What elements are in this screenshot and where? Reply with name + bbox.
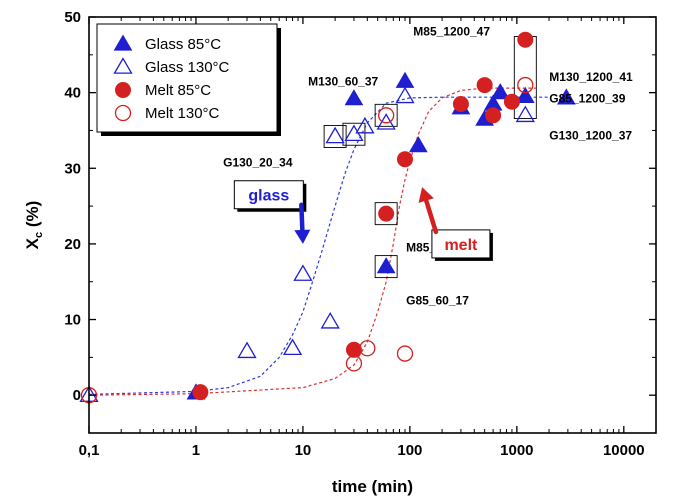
data-point bbox=[503, 93, 520, 110]
callout-arrow-shaft bbox=[423, 198, 439, 235]
point-annotation: G85_1200_39 bbox=[549, 91, 625, 105]
legend-marker bbox=[113, 34, 133, 51]
callout-arrow-shaft bbox=[299, 202, 305, 233]
data-point bbox=[376, 257, 396, 274]
callout-arrow-head bbox=[294, 229, 311, 244]
data-point bbox=[490, 83, 510, 100]
legend-label: Glass 85°C bbox=[145, 36, 221, 53]
y-tick-label: 30 bbox=[64, 160, 81, 177]
callouts: glass melt bbox=[233, 180, 493, 261]
callout-arrow-head bbox=[418, 187, 434, 203]
point-annotation: G85_60_17 bbox=[406, 294, 469, 308]
y-tick-label: 50 bbox=[64, 9, 81, 26]
data-point bbox=[556, 88, 576, 105]
point-annotation: M130_60_37 bbox=[308, 74, 378, 88]
x-tick-label: 1 bbox=[192, 442, 200, 459]
axis-ticks: 0,1 1 10 100 1000 10000 0 10 20 30 40 50 bbox=[64, 9, 656, 459]
data-point bbox=[237, 341, 257, 359]
callout-box bbox=[431, 229, 491, 259]
legend: Glass 85°C Glass 130°C Melt 85°C Melt 130°C bbox=[96, 23, 281, 136]
point-annotation: M85_1200_47 bbox=[413, 25, 490, 39]
y-tick-label: 40 bbox=[64, 85, 81, 102]
plot-frame bbox=[88, 16, 657, 434]
data-point bbox=[345, 355, 363, 372]
data-point bbox=[378, 205, 395, 222]
data-points bbox=[79, 31, 576, 404]
legend-label: Melt 130°C bbox=[145, 105, 220, 122]
y-axis-title-main: X bbox=[23, 237, 42, 249]
callout-box bbox=[233, 180, 304, 210]
point-annotation: G130_1200_37 bbox=[549, 128, 632, 142]
point-annotation: G130_20_34 bbox=[223, 156, 293, 170]
x-tick-label: 100 bbox=[397, 442, 422, 459]
data-point bbox=[485, 107, 502, 124]
legend-label: Melt 85°C bbox=[145, 82, 211, 99]
data-point bbox=[293, 264, 313, 281]
x-tick-label: 1000 bbox=[500, 442, 533, 459]
point-box bbox=[323, 125, 347, 148]
point-annotations: M85_1200_47 M130_1200_41 G85_1200_39 G130_1… bbox=[223, 25, 633, 308]
point-box bbox=[374, 202, 398, 226]
y-tick-label: 0 bbox=[73, 387, 81, 404]
data-point bbox=[395, 71, 415, 88]
data-point bbox=[320, 312, 340, 329]
data-point bbox=[515, 105, 535, 123]
data-point bbox=[359, 340, 376, 357]
point-annotation: M130_1200_41 bbox=[549, 70, 633, 84]
y-tick-label: 20 bbox=[64, 236, 81, 253]
legend-marker bbox=[115, 82, 131, 98]
callout-label: melt bbox=[444, 237, 478, 254]
data-point bbox=[325, 126, 345, 144]
x-tick-label: 0,1 bbox=[79, 442, 100, 459]
y-axis-title-unit: (%) bbox=[23, 201, 42, 232]
data-point bbox=[282, 338, 303, 356]
data-point bbox=[515, 86, 535, 104]
x-tick-label: 10 bbox=[295, 442, 312, 459]
data-point bbox=[408, 136, 428, 153]
data-point bbox=[378, 107, 395, 124]
data-point bbox=[476, 77, 493, 94]
data-point bbox=[396, 151, 413, 168]
y-axis-title-subscript: c bbox=[33, 232, 45, 238]
data-point bbox=[452, 95, 469, 112]
callout-label: glass bbox=[248, 188, 289, 205]
data-point bbox=[517, 31, 534, 48]
legend-marker bbox=[114, 104, 132, 122]
point-box bbox=[342, 122, 366, 146]
point-box bbox=[374, 255, 398, 279]
data-point bbox=[192, 384, 209, 401]
y-axis-title: Xc (%) bbox=[23, 201, 45, 250]
legend-label: Glass 130°C bbox=[145, 59, 230, 76]
legend-marker bbox=[113, 57, 133, 74]
data-point bbox=[344, 89, 364, 106]
point-box bbox=[374, 103, 398, 127]
data-point bbox=[517, 76, 534, 94]
fit-curve-glass bbox=[88, 96, 549, 395]
fit-curve-melt bbox=[88, 87, 536, 396]
fit-curves bbox=[88, 87, 549, 396]
data-point bbox=[395, 86, 415, 104]
x-tick-label: 10000 bbox=[603, 442, 645, 459]
y-tick-label: 10 bbox=[64, 312, 81, 329]
data-point bbox=[355, 116, 375, 134]
data-point bbox=[396, 345, 414, 362]
x-axis-title: time (min) bbox=[332, 477, 413, 496]
data-point bbox=[345, 341, 362, 358]
